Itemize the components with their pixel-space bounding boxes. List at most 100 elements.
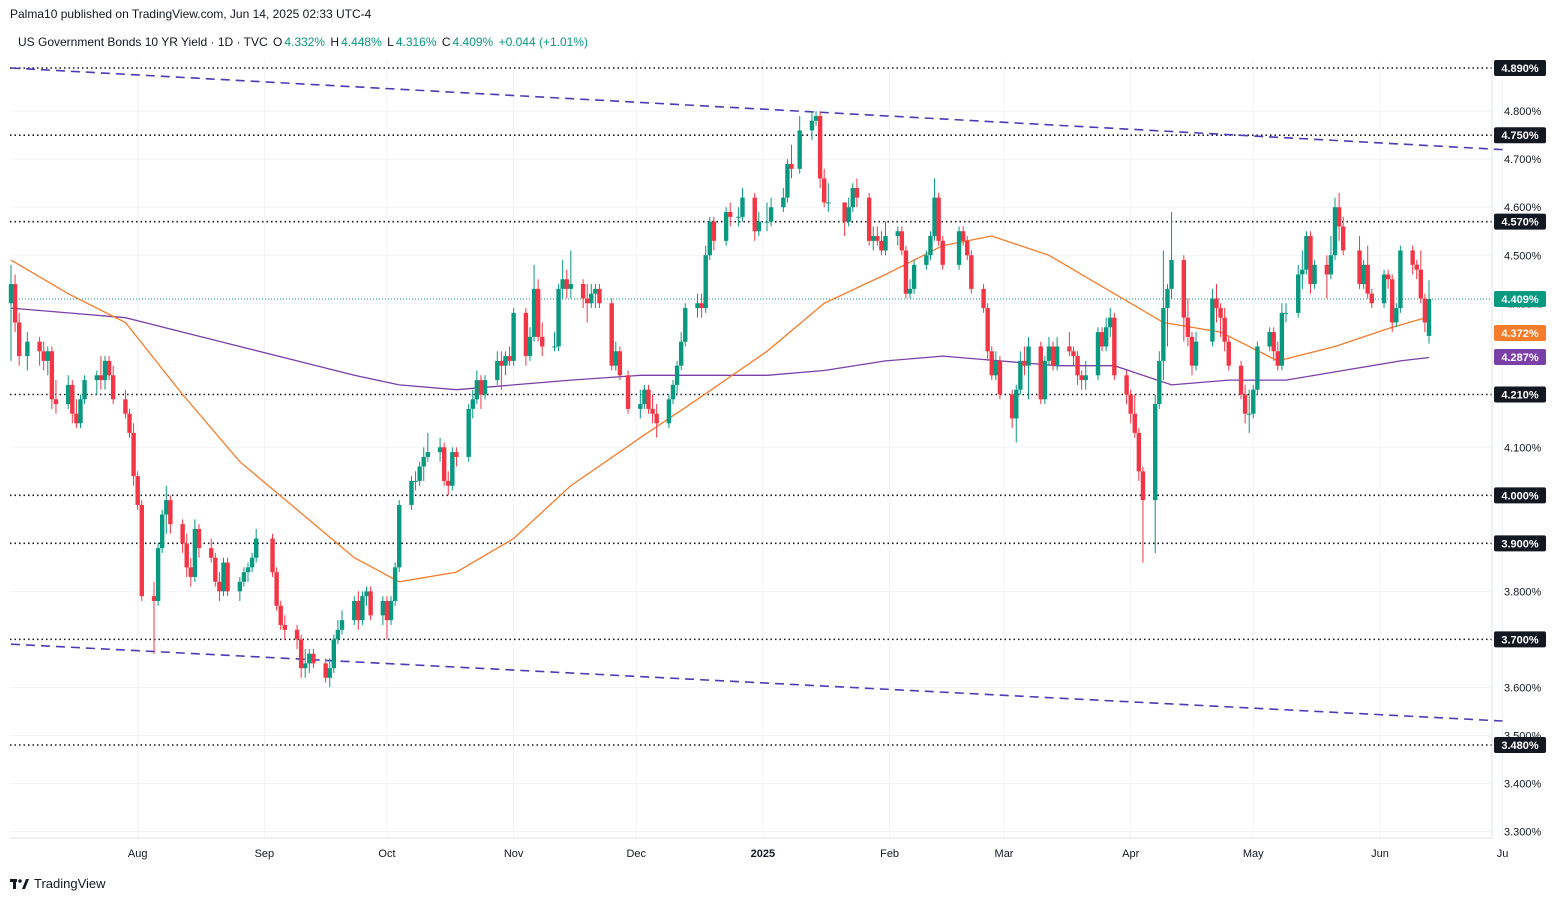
candle (813, 111, 819, 126)
candle-body (1414, 264, 1419, 270)
candle-body (78, 399, 83, 424)
ohlc-low-label: L (387, 35, 394, 49)
candle (41, 341, 46, 371)
candle (1165, 284, 1170, 347)
trendline (10, 643, 1503, 722)
candle (1381, 269, 1387, 309)
candle (1026, 336, 1031, 400)
candle-body (1324, 264, 1330, 275)
candle-body (666, 399, 672, 424)
candle-body (936, 197, 941, 241)
candle-body (127, 413, 132, 433)
candle-body (993, 360, 999, 376)
level-tag-label: 4.000% (1501, 490, 1539, 502)
candle (139, 500, 144, 601)
candle-body (789, 164, 794, 169)
candle-body (650, 408, 655, 414)
candle (159, 509, 165, 553)
symbol-title[interactable]: US Government Bonds 10 YR Yield · 1D · T… (18, 35, 268, 49)
candle (1255, 341, 1260, 395)
candle (225, 557, 230, 597)
candle (495, 351, 500, 385)
candle-body (703, 255, 708, 309)
candle (580, 279, 586, 309)
trendlines[interactable] (10, 67, 1503, 722)
candle (282, 615, 287, 640)
candle-body (580, 284, 586, 299)
candle (135, 471, 140, 510)
candle (785, 159, 790, 203)
candle-body (164, 500, 169, 515)
price-tag-label: 4.287% (1501, 352, 1539, 364)
candle (1108, 308, 1113, 337)
candle-body (1054, 346, 1060, 366)
candle-body (695, 303, 700, 309)
level-tag-label: 4.890% (1501, 63, 1539, 75)
candle (392, 562, 398, 606)
candle-body (1398, 250, 1403, 309)
candle-body (139, 504, 144, 597)
candle (1357, 236, 1362, 289)
candle-body (707, 221, 712, 256)
candle-body (1214, 298, 1219, 309)
axes: 4.800%4.700%4.600%4.500%4.400%4.100%3.80… (10, 60, 1544, 860)
candle-body (94, 375, 100, 381)
candle (866, 192, 872, 246)
candle (482, 375, 488, 400)
candle-body (123, 399, 128, 414)
symbol-legend: US Government Bonds 10 YR Yield · 1D · T… (18, 35, 590, 49)
x-tick-label: 2025 (751, 848, 775, 860)
candle (397, 500, 402, 573)
candle (421, 447, 426, 481)
candle-body (670, 384, 676, 400)
candle-body (1124, 375, 1129, 395)
candle (1312, 260, 1317, 289)
grid (10, 60, 1504, 838)
candle-body (752, 197, 757, 232)
candle (123, 389, 128, 419)
candle (699, 293, 704, 318)
y-tick-label: 3.600% (1504, 682, 1542, 694)
candle-body (225, 562, 230, 592)
candle (981, 284, 986, 313)
candle (1410, 245, 1415, 275)
candle-body (1271, 332, 1276, 352)
candle (646, 384, 651, 414)
candle-body (66, 384, 71, 405)
candle-body (323, 663, 328, 678)
candle-body (1418, 269, 1424, 299)
candle-body (425, 452, 431, 457)
tradingview-brand[interactable]: TradingView (10, 876, 106, 891)
candle-body (159, 514, 165, 549)
candle (470, 389, 475, 419)
candle (568, 250, 574, 299)
candle (703, 245, 708, 313)
candle (556, 284, 561, 352)
candle-body (421, 456, 426, 467)
candle (879, 231, 884, 256)
candle-body (523, 312, 529, 357)
candle-body (478, 380, 484, 395)
candle (531, 264, 537, 342)
level-tag-label: 3.480% (1501, 740, 1539, 752)
candle-body (1390, 279, 1395, 323)
price-chart[interactable]: 4.800%4.700%4.600%4.500%4.400%4.100%3.80… (0, 0, 1560, 870)
candle-body (53, 399, 59, 405)
candle-body (560, 279, 565, 289)
candle (1214, 284, 1219, 323)
candle (936, 192, 941, 246)
candle-body (1365, 264, 1370, 294)
candle-body (352, 600, 357, 621)
candle-body (728, 212, 733, 217)
candle (728, 202, 733, 227)
candle (155, 543, 161, 606)
candle-body (854, 188, 860, 198)
candle (417, 461, 422, 486)
candle-body (556, 288, 561, 347)
candle (752, 192, 757, 241)
candle-body (184, 543, 189, 568)
candle-body (1385, 274, 1391, 280)
candle-body (274, 572, 279, 606)
candle-body (1218, 308, 1223, 318)
candle (928, 231, 933, 261)
